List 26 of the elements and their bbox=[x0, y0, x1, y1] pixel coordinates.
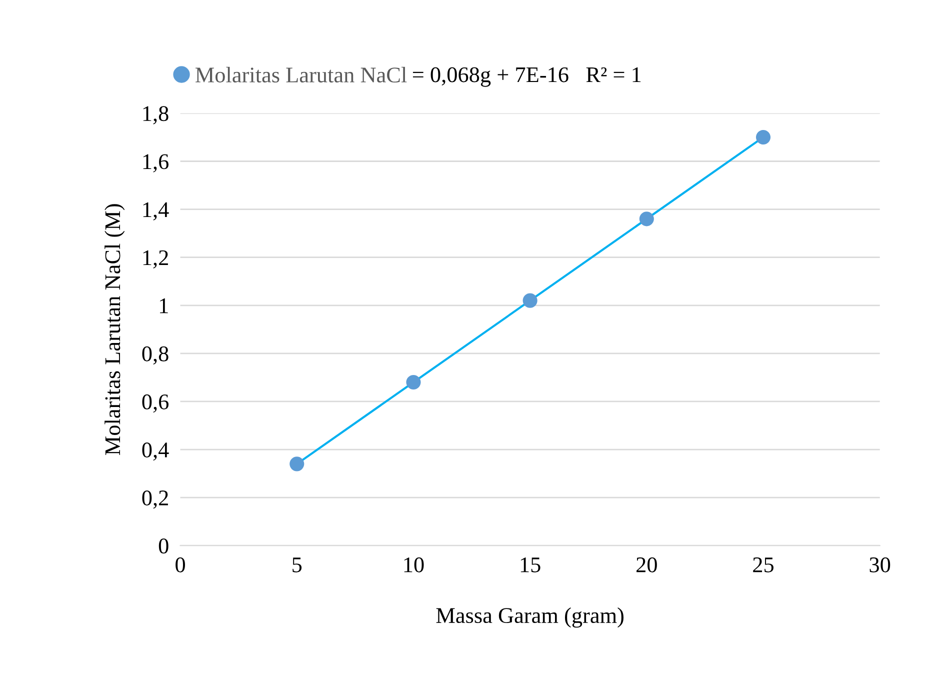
text: = 0,068g + 7E-16 R² = 1 bbox=[412, 67, 641, 87]
y-tick-label: 0,2 bbox=[142, 490, 168, 509]
point bbox=[639, 212, 654, 226]
y-tick-label: 1,8 bbox=[143, 106, 168, 124]
x-tick-label: 20 bbox=[636, 557, 657, 572]
y-axis-title: Molaritas Larutan NaCl (M) bbox=[104, 204, 125, 455]
y-tick-label: 1,4 bbox=[143, 202, 169, 220]
point bbox=[522, 293, 538, 308]
y-tick-label: 1,6 bbox=[143, 154, 169, 172]
point bbox=[406, 374, 421, 390]
x-tick-label: 25 bbox=[753, 557, 774, 572]
x-axis-title: Massa Garam (gram) bbox=[436, 607, 624, 628]
x-tick-label: 10 bbox=[404, 557, 424, 572]
x-tick-label: 5 bbox=[292, 558, 302, 572]
y-tick-label: 0 bbox=[158, 538, 168, 554]
y-tick-label: 1 bbox=[160, 298, 168, 314]
y-tick-label: 0,4 bbox=[142, 442, 169, 461]
point bbox=[756, 130, 771, 145]
y-tick-label: 0,6 bbox=[142, 394, 169, 413]
point bbox=[290, 456, 304, 472]
y-tick-label: 1,2 bbox=[143, 250, 168, 268]
y-tick-label: 0,8 bbox=[142, 346, 168, 365]
legend-label: Molaritas Larutan NaCl bbox=[195, 66, 407, 83]
x-tick-label: 30 bbox=[870, 557, 890, 572]
x-tick-label: 0 bbox=[176, 557, 185, 572]
x-tick-label: 15 bbox=[520, 557, 540, 572]
